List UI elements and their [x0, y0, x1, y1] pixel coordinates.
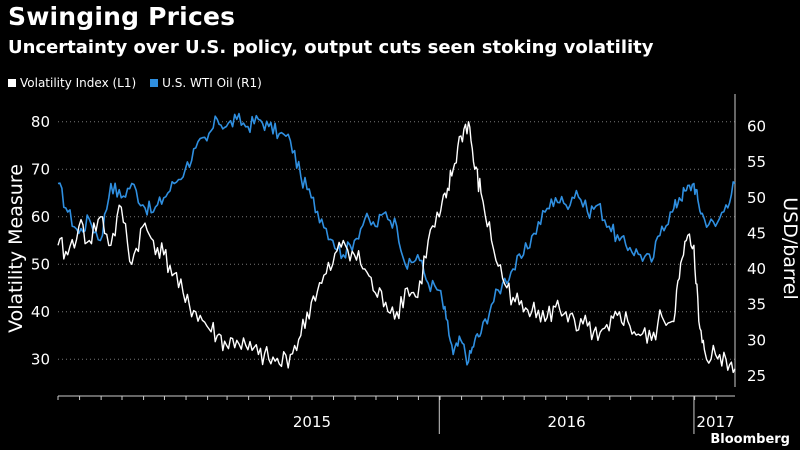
- series-line-wti-oil: [57, 112, 736, 366]
- brand-logo: Bloomberg: [710, 432, 790, 447]
- legend-swatch-volatility: [8, 79, 16, 87]
- y-tick-left: 40: [31, 303, 50, 321]
- y-tick-left: 80: [31, 113, 50, 131]
- chart-title: Swinging Prices: [8, 2, 236, 31]
- y-tick-right: 50: [747, 189, 766, 207]
- y-tick-right: 55: [747, 153, 766, 171]
- y-tick-right: 35: [747, 296, 766, 314]
- legend-item-volatility: Volatility Index (L1): [8, 76, 136, 90]
- x-tick-year: 2016: [548, 413, 586, 431]
- y-tick-right: 40: [747, 260, 766, 278]
- legend-item-oil: U.S. WTI Oil (R1): [150, 76, 262, 90]
- y-tick-left: 60: [31, 208, 50, 226]
- y-tick-left: 50: [31, 255, 50, 273]
- legend-label-oil: U.S. WTI Oil (R1): [162, 76, 262, 90]
- y-tick-left: 70: [31, 160, 50, 178]
- y-axis-label-left: Volatility Measure: [5, 164, 27, 333]
- y-tick-right: 25: [747, 367, 766, 385]
- y-axis-label-right: USD/barrel: [779, 197, 800, 300]
- y-tick-left: 30: [31, 350, 50, 368]
- chart-subtitle: Uncertainty over U.S. policy, output cut…: [8, 37, 654, 58]
- x-tick-year: 2017: [696, 413, 734, 431]
- y-tick-right: 30: [747, 331, 766, 349]
- legend-swatch-oil: [150, 79, 159, 87]
- legend: Volatility Index (L1) U.S. WTI Oil (R1): [8, 76, 262, 90]
- series-line-volatility: [57, 121, 736, 374]
- x-tick-year: 2015: [293, 413, 331, 431]
- legend-label-volatility: Volatility Index (L1): [20, 76, 137, 90]
- y-tick-right: 45: [747, 224, 766, 242]
- y-tick-right: 60: [747, 118, 766, 136]
